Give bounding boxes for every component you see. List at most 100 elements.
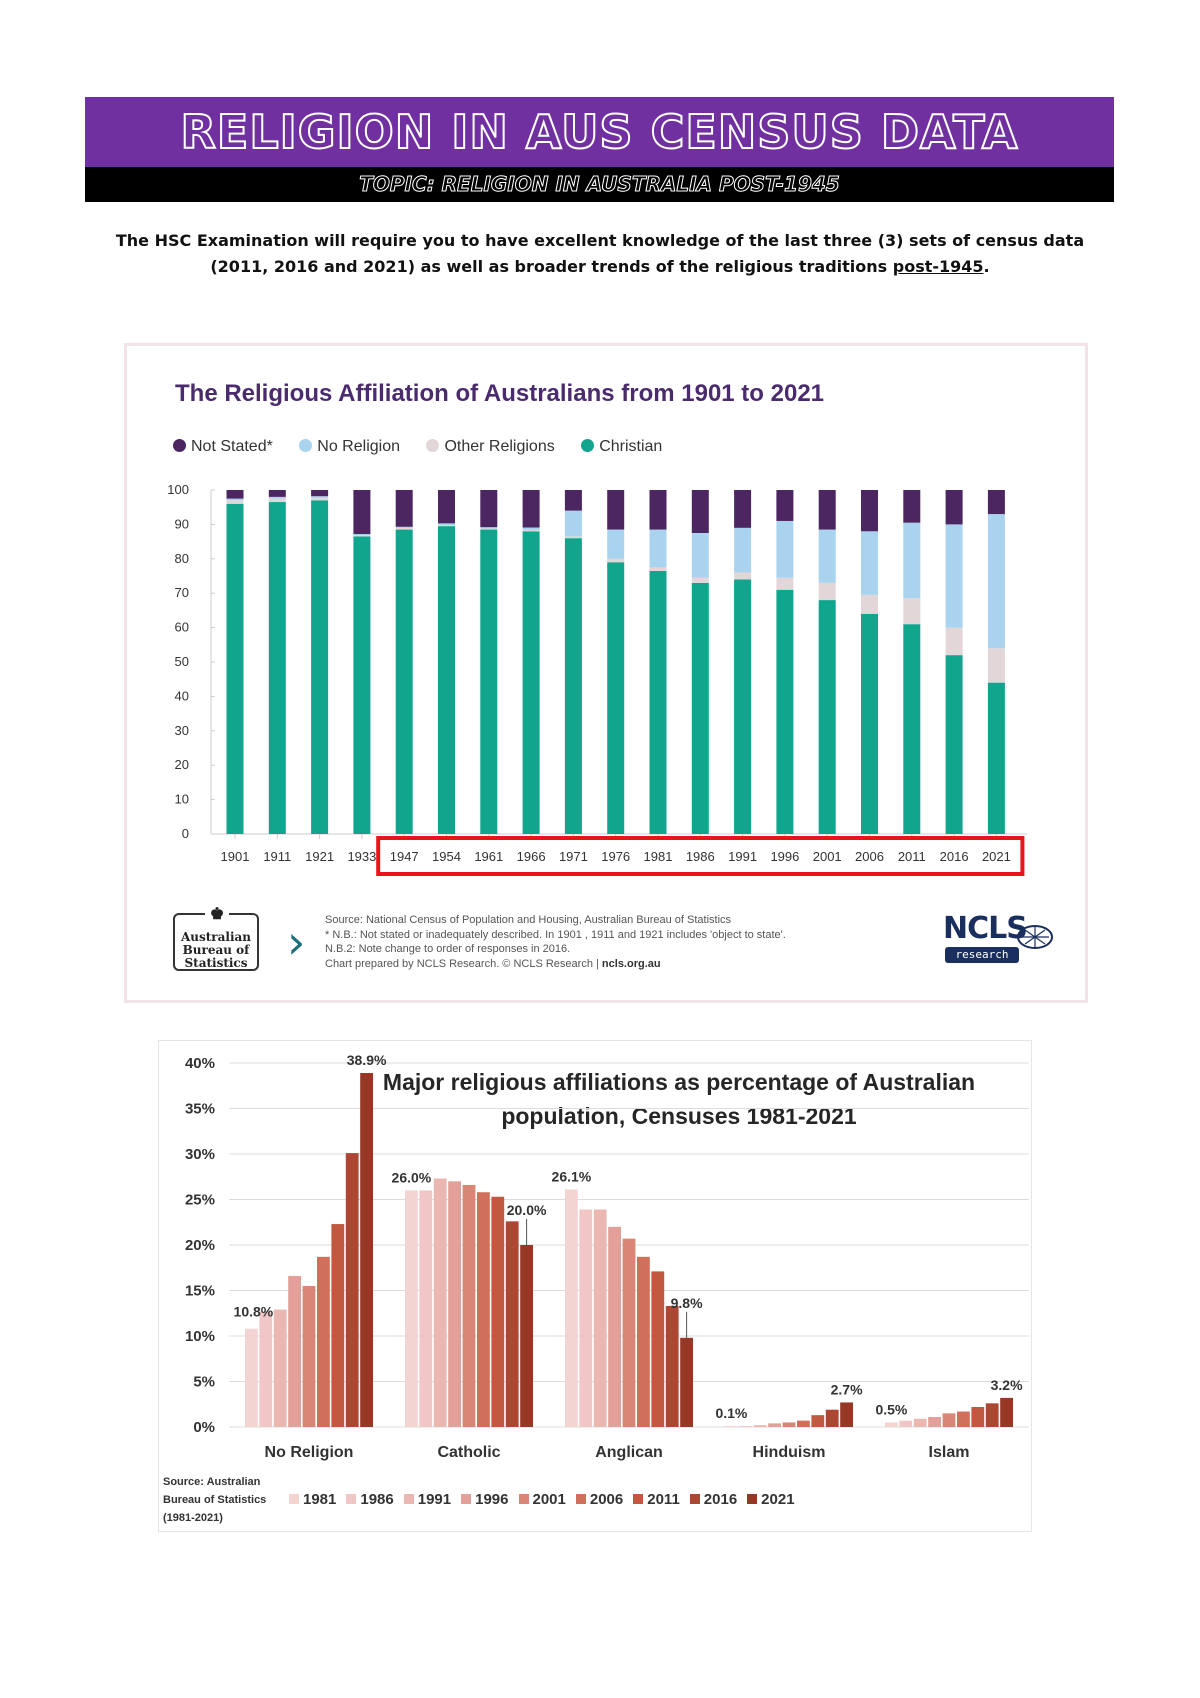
x-tick-label: Islam — [929, 1444, 970, 1461]
bar-other-religions — [903, 598, 921, 625]
bar-other-religions — [522, 529, 540, 532]
bar-other-religions — [438, 525, 455, 527]
bar-2006 — [797, 1420, 810, 1427]
bar-other-religions — [311, 497, 329, 501]
x-tick-label: Catholic — [437, 1444, 500, 1461]
x-tick-label: 1996 — [770, 849, 799, 864]
bar-christian — [522, 531, 540, 834]
x-tick-label: 2011 — [898, 849, 926, 864]
bar-no-religion — [353, 534, 371, 536]
x-tick-label: 1986 — [686, 849, 715, 864]
data-label: 3.2% — [991, 1377, 1023, 1393]
legend-label: Not Stated* — [191, 438, 273, 455]
bar-2016 — [505, 1221, 519, 1427]
bar-2016 — [985, 1403, 999, 1427]
bar-not-stated — [395, 490, 413, 527]
bar-other-religions — [987, 648, 1005, 683]
bar-2011 — [651, 1271, 665, 1427]
bar-no-religion — [607, 529, 625, 559]
intro-paragraph: The HSC Examination will require you to … — [90, 228, 1110, 280]
bar-other-religions — [226, 500, 244, 504]
legend-item-1996: 1996 — [461, 1491, 509, 1508]
intro-text: The HSC Examination will require you to … — [115, 231, 1085, 276]
data-label: 38.9% — [347, 1052, 387, 1068]
legend-label: No Religion — [317, 438, 400, 455]
source-credit: Chart prepared by NCLS Research. © NCLS … — [325, 957, 602, 970]
source-line: (1981-2021) — [163, 1512, 223, 1524]
bar-2006 — [477, 1192, 490, 1427]
legend-item-2021: 2021 — [747, 1491, 795, 1508]
data-label: 0.1% — [715, 1405, 747, 1421]
y-tick-label: 10 — [175, 792, 189, 807]
bar-1981 — [565, 1189, 578, 1427]
bar-christian — [353, 536, 371, 834]
x-tick-label: 1933 — [347, 849, 376, 864]
legend-label: Other Religions — [444, 438, 555, 455]
bar-no-religion — [480, 527, 498, 529]
globe-icon — [1017, 925, 1053, 949]
bar-other-religions — [734, 572, 752, 580]
legend-swatch — [575, 1494, 586, 1504]
bar-no-religion — [311, 496, 329, 498]
bar-not-stated — [945, 490, 963, 525]
legend-swatch — [518, 1494, 529, 1504]
legend-label: 2001 — [532, 1491, 566, 1508]
x-tick-label: 1991 — [728, 849, 757, 864]
chart-card-affiliation: The Religious Affiliation of Australians… — [124, 343, 1088, 1003]
bar-no-religion — [903, 522, 921, 599]
x-tick-label: Anglican — [595, 1444, 663, 1461]
crest-icon: ♚ — [205, 905, 229, 923]
chart2-source: Source: Australian Bureau of Statistics … — [163, 1473, 266, 1527]
legend-swatch — [461, 1494, 472, 1504]
bar-no-religion — [226, 498, 244, 501]
bar-2021 — [360, 1073, 373, 1427]
x-tick-label: 2021 — [982, 849, 1011, 864]
bar-1986 — [899, 1420, 913, 1427]
x-tick-label: 2001 — [813, 849, 842, 864]
source-line: Bureau of Statistics — [163, 1494, 267, 1506]
y-tick-label: 0 — [182, 826, 189, 841]
bar-1991 — [913, 1418, 927, 1427]
legend-label: Christian — [599, 438, 663, 455]
bar-christian — [691, 582, 709, 834]
bar-not-stated — [438, 490, 455, 524]
bar-1981 — [245, 1328, 258, 1427]
chart-card-major-affiliations: Major religious affiliations as percenta… — [158, 1040, 1032, 1532]
bar-1986 — [739, 1426, 753, 1427]
x-tick-label: 1954 — [432, 849, 461, 864]
data-label: 20.0% — [507, 1202, 547, 1218]
bar-christian — [818, 600, 836, 834]
legend-swatch — [346, 1494, 357, 1504]
legend-item-2011: 2011 — [633, 1491, 680, 1508]
bar-no-religion — [564, 510, 582, 537]
y-tick-label: 35% — [185, 1101, 215, 1118]
legend-item-other-religions: Other Religions — [426, 438, 555, 456]
y-tick-label: 100 — [167, 482, 189, 497]
bar-not-stated — [607, 490, 625, 530]
y-tick-label: 50 — [175, 654, 189, 669]
data-label: 26.0% — [392, 1169, 432, 1185]
legend-item-not-stated: Not Stated* — [173, 438, 273, 456]
source-line: * N.B.: Not stated or inadequately descr… — [325, 928, 786, 941]
y-tick-label: 20% — [185, 1237, 215, 1254]
bar-christian — [607, 562, 625, 834]
x-tick-label: 1966 — [517, 849, 546, 864]
bar-other-religions — [945, 627, 963, 656]
x-tick-label: Hinduism — [753, 1444, 826, 1461]
bar-1996 — [288, 1275, 301, 1427]
bar-no-religion — [395, 526, 413, 528]
page-subtitle: TOPIC: RELIGION IN AUSTRALIA POST-1945 — [85, 167, 1114, 202]
data-label: 0.5% — [875, 1401, 907, 1417]
legend-swatch — [289, 1494, 299, 1504]
bar-2021 — [840, 1402, 853, 1427]
legend-item-no-religion: No Religion — [299, 438, 400, 456]
bar-no-religion — [438, 523, 455, 526]
bar-christian — [649, 570, 667, 834]
y-tick-label: 60 — [175, 620, 189, 635]
bar-2006 — [637, 1256, 650, 1427]
bar-1986 — [259, 1311, 273, 1427]
legend-label: 2011 — [647, 1491, 680, 1508]
bar-christian — [564, 538, 582, 834]
bar-1981 — [725, 1426, 738, 1427]
y-tick-label: 5% — [193, 1374, 215, 1391]
